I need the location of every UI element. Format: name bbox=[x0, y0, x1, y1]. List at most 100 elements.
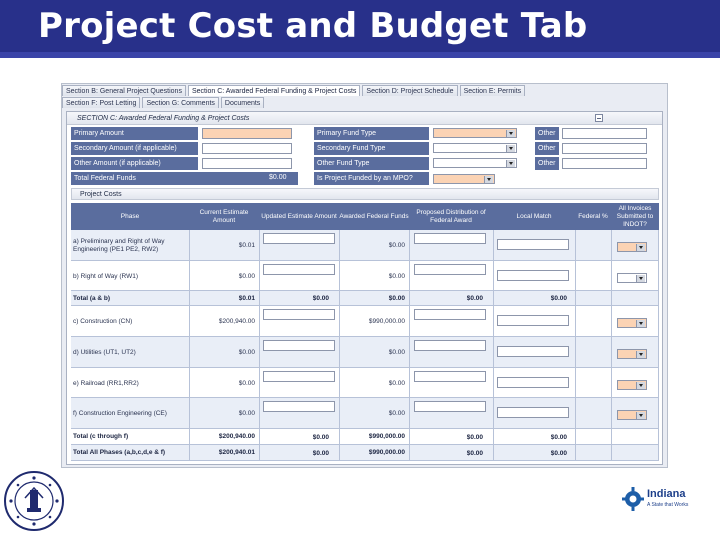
updated-estimate-input[interactable] bbox=[263, 264, 335, 275]
proposed-distribution-input[interactable] bbox=[414, 401, 486, 412]
other-fund-type-label: Other Fund Type bbox=[314, 157, 429, 170]
secondary-amount-input[interactable] bbox=[202, 143, 292, 154]
column-divider bbox=[611, 230, 612, 461]
other-amount-label: Other Amount (if applicable) bbox=[71, 157, 198, 170]
phase-cell: e) Railroad (RR1,RR2) bbox=[73, 380, 139, 387]
logo-tagline: A State that Works bbox=[647, 502, 689, 508]
tab-section-c[interactable]: Section C: Awarded Federal Funding & Pro… bbox=[187, 85, 361, 96]
local-match-input[interactable] bbox=[497, 346, 569, 357]
phase-cell: Total (c through f) bbox=[73, 433, 129, 440]
other-label-3: Other bbox=[535, 157, 559, 170]
current-estimate-cell: $0.00 bbox=[238, 380, 255, 387]
column-divider bbox=[575, 230, 576, 461]
section-c-header: SECTION C: Awarded Federal Funding & Pro… bbox=[67, 112, 662, 125]
primary-fund-type-select[interactable] bbox=[433, 128, 517, 138]
column-divider bbox=[339, 230, 340, 461]
tab-section-g[interactable]: Section G: Comments bbox=[142, 97, 219, 108]
proposed-distribution-input[interactable] bbox=[414, 309, 486, 320]
proposed-distribution-cell: $0.00 bbox=[466, 450, 483, 457]
phase-cell: c) Construction (CN) bbox=[73, 318, 133, 325]
phase-cell: f) Construction Engineering (CE) bbox=[73, 410, 167, 417]
primary-amount-input[interactable] bbox=[202, 128, 292, 139]
secondary-fund-type-select[interactable] bbox=[433, 143, 517, 153]
tab-section-f[interactable]: Section F: Post Letting bbox=[62, 97, 141, 108]
proposed-distribution-input[interactable] bbox=[414, 264, 486, 275]
chevron-down-icon bbox=[506, 130, 515, 137]
other-amount-input[interactable] bbox=[202, 158, 292, 169]
proposed-distribution-input[interactable] bbox=[414, 371, 486, 382]
col-header-local-match: Local Match bbox=[493, 203, 575, 230]
chevron-down-icon bbox=[484, 176, 493, 183]
local-match-input[interactable] bbox=[497, 377, 569, 388]
title-bar: Project Cost and Budget Tab bbox=[0, 0, 720, 58]
awarded-federal-cell: $990,000.00 bbox=[368, 433, 405, 440]
current-estimate-cell: $200,940.00 bbox=[218, 433, 255, 440]
col-header-federal-pct: Federal % bbox=[575, 203, 611, 230]
total-federal-funds-value: $0.00 bbox=[269, 174, 287, 181]
invoices-select[interactable] bbox=[617, 380, 647, 390]
other-fund-type-select[interactable] bbox=[433, 158, 517, 168]
updated-estimate-input[interactable] bbox=[263, 401, 335, 412]
invoices-select[interactable] bbox=[617, 410, 647, 420]
project-costs-table: Phase Current Estimate Amount Updated Es… bbox=[71, 203, 659, 462]
other-label-2: Other bbox=[535, 142, 559, 155]
tab-section-d[interactable]: Section D: Project Schedule bbox=[362, 85, 458, 96]
current-estimate-cell: $0.01 bbox=[238, 295, 255, 302]
updated-estimate-cell: $0.00 bbox=[312, 450, 329, 457]
local-match-input[interactable] bbox=[497, 270, 569, 281]
project-costs-header: Project Costs bbox=[71, 188, 659, 200]
invoices-select[interactable] bbox=[617, 349, 647, 359]
local-match-input[interactable] bbox=[497, 315, 569, 326]
tab-section-b[interactable]: Section B: General Project Questions bbox=[62, 85, 186, 96]
total-federal-funds-cell bbox=[198, 172, 298, 185]
current-estimate-cell: $200,940.01 bbox=[218, 449, 255, 456]
phase-cell: d) Utilities (UT1, UT2) bbox=[73, 349, 136, 356]
proposed-distribution-input[interactable] bbox=[414, 340, 486, 351]
funding-grid: Primary Amount Secondary Amount (if appl… bbox=[71, 127, 647, 185]
local-match-cell: $0.00 bbox=[550, 434, 567, 441]
title-bar-shade bbox=[0, 52, 720, 58]
local-match-input[interactable] bbox=[497, 239, 569, 250]
chevron-down-icon bbox=[636, 351, 645, 358]
current-estimate-cell: $200,940.00 bbox=[218, 318, 255, 325]
indot-seal-icon bbox=[4, 471, 64, 531]
awarded-federal-cell: $0.00 bbox=[388, 295, 405, 302]
invoices-select[interactable] bbox=[617, 318, 647, 328]
updated-estimate-input[interactable] bbox=[263, 309, 335, 320]
other-input-2[interactable] bbox=[562, 143, 647, 154]
col-header-phase: Phase bbox=[71, 203, 189, 230]
other-input-1[interactable] bbox=[562, 128, 647, 139]
invoices-select[interactable] bbox=[617, 242, 647, 252]
table-row: d) Utilities (UT1, UT2) $0.00 $0.00 bbox=[71, 337, 659, 368]
updated-estimate-input[interactable] bbox=[263, 233, 335, 244]
proposed-distribution-input[interactable] bbox=[414, 233, 486, 244]
total-federal-funds-label: Total Federal Funds bbox=[71, 172, 198, 185]
tab-section-e[interactable]: Section E: Permits bbox=[459, 85, 526, 96]
chevron-down-icon bbox=[636, 275, 645, 282]
awarded-federal-cell: $990,000.00 bbox=[368, 318, 405, 325]
tab-documents[interactable]: Documents bbox=[220, 97, 265, 108]
chevron-down-icon bbox=[636, 412, 645, 419]
invoices-select[interactable] bbox=[617, 273, 647, 283]
project-costs-title: Project Costs bbox=[80, 191, 122, 198]
local-match-cell: $0.00 bbox=[550, 450, 567, 457]
secondary-fund-type-label: Secondary Fund Type bbox=[314, 142, 429, 155]
local-match-input[interactable] bbox=[497, 407, 569, 418]
primary-fund-type-label: Primary Fund Type bbox=[314, 127, 429, 140]
proposed-distribution-cell: $0.00 bbox=[466, 295, 483, 302]
gear-icon bbox=[622, 487, 644, 511]
col-header-awarded-federal: Awarded Federal Funds bbox=[339, 203, 409, 230]
slide-title: Project Cost and Budget Tab bbox=[38, 6, 588, 46]
other-input-3[interactable] bbox=[562, 158, 647, 169]
chevron-down-icon bbox=[636, 244, 645, 251]
app-window: Section B: General Project Questions Sec… bbox=[61, 83, 668, 468]
current-estimate-cell: $0.01 bbox=[238, 242, 255, 249]
table-row: f) Construction Engineering (CE) $0.00 $… bbox=[71, 398, 659, 429]
mpo-select[interactable] bbox=[433, 174, 495, 184]
phase-cell: Total All Phases (a,b,c,d,e & f) bbox=[73, 449, 166, 456]
updated-estimate-input[interactable] bbox=[263, 371, 335, 382]
updated-estimate-input[interactable] bbox=[263, 340, 335, 351]
proposed-distribution-cell: $0.00 bbox=[466, 434, 483, 441]
collapse-icon[interactable] bbox=[595, 114, 603, 122]
